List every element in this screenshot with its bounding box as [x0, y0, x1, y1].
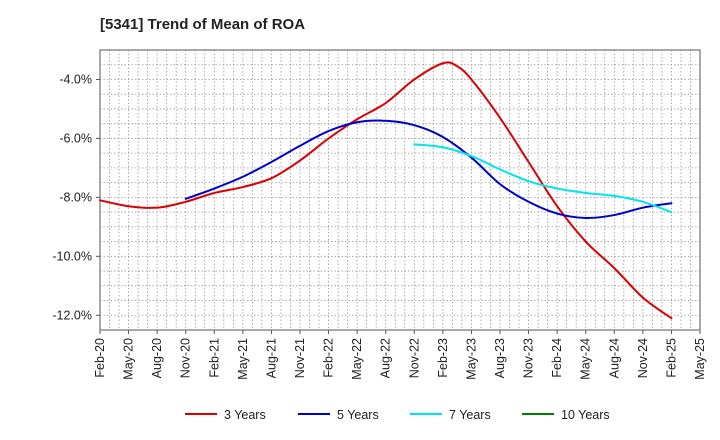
y-tick-label: -4.0%: [59, 72, 92, 86]
y-tick-label: -12.0%: [52, 308, 92, 322]
x-tick-label: May-22: [350, 338, 364, 380]
x-tick-label: Feb-20: [93, 338, 107, 378]
x-tick-label: May-20: [122, 338, 136, 380]
x-tick-label: Aug-24: [607, 338, 621, 378]
series-line-7-years: [413, 143, 673, 214]
x-tick-label: Nov-23: [522, 338, 536, 378]
x-tick-label: Aug-21: [264, 338, 278, 378]
y-tick-label: -8.0%: [59, 190, 92, 204]
y-tick-label: -6.0%: [59, 131, 92, 145]
x-tick-label: Nov-22: [407, 338, 421, 378]
x-tick-label: Feb-23: [436, 338, 450, 378]
x-tick-label: Feb-22: [322, 338, 336, 378]
legend-label-3-years: 3 Years: [224, 408, 266, 422]
x-tick-label: Aug-20: [150, 338, 164, 378]
legend-label-5-years: 5 Years: [337, 408, 379, 422]
legend: 3 Years 5 Years 7 Years 10 Years: [185, 408, 610, 422]
legend-label-7-years: 7 Years: [449, 408, 491, 422]
x-tick-label: Feb-25: [664, 338, 678, 378]
x-tick-label: May-25: [693, 338, 707, 380]
x-tick-label: May-23: [464, 338, 478, 380]
chart-title: [5341] Trend of Mean of ROA: [100, 16, 305, 33]
x-tick-label: Feb-24: [550, 338, 564, 378]
x-tick-label: Aug-23: [493, 338, 507, 378]
x-tick-label: May-24: [579, 338, 593, 380]
series-line-3-years: [99, 61, 673, 320]
series-line-5-years: [184, 119, 673, 220]
x-tick-label: May-21: [236, 338, 250, 380]
x-tick-label: Nov-20: [179, 338, 193, 378]
y-tick-label: -10.0%: [52, 249, 92, 263]
x-tick-label: Feb-21: [207, 338, 221, 378]
x-tick-label: Aug-22: [379, 338, 393, 378]
legend-label-10-years: 10 Years: [561, 408, 610, 422]
x-tick-label: Nov-21: [293, 338, 307, 378]
x-tick-label: Nov-24: [636, 338, 650, 378]
plot-area: [99, 49, 701, 331]
